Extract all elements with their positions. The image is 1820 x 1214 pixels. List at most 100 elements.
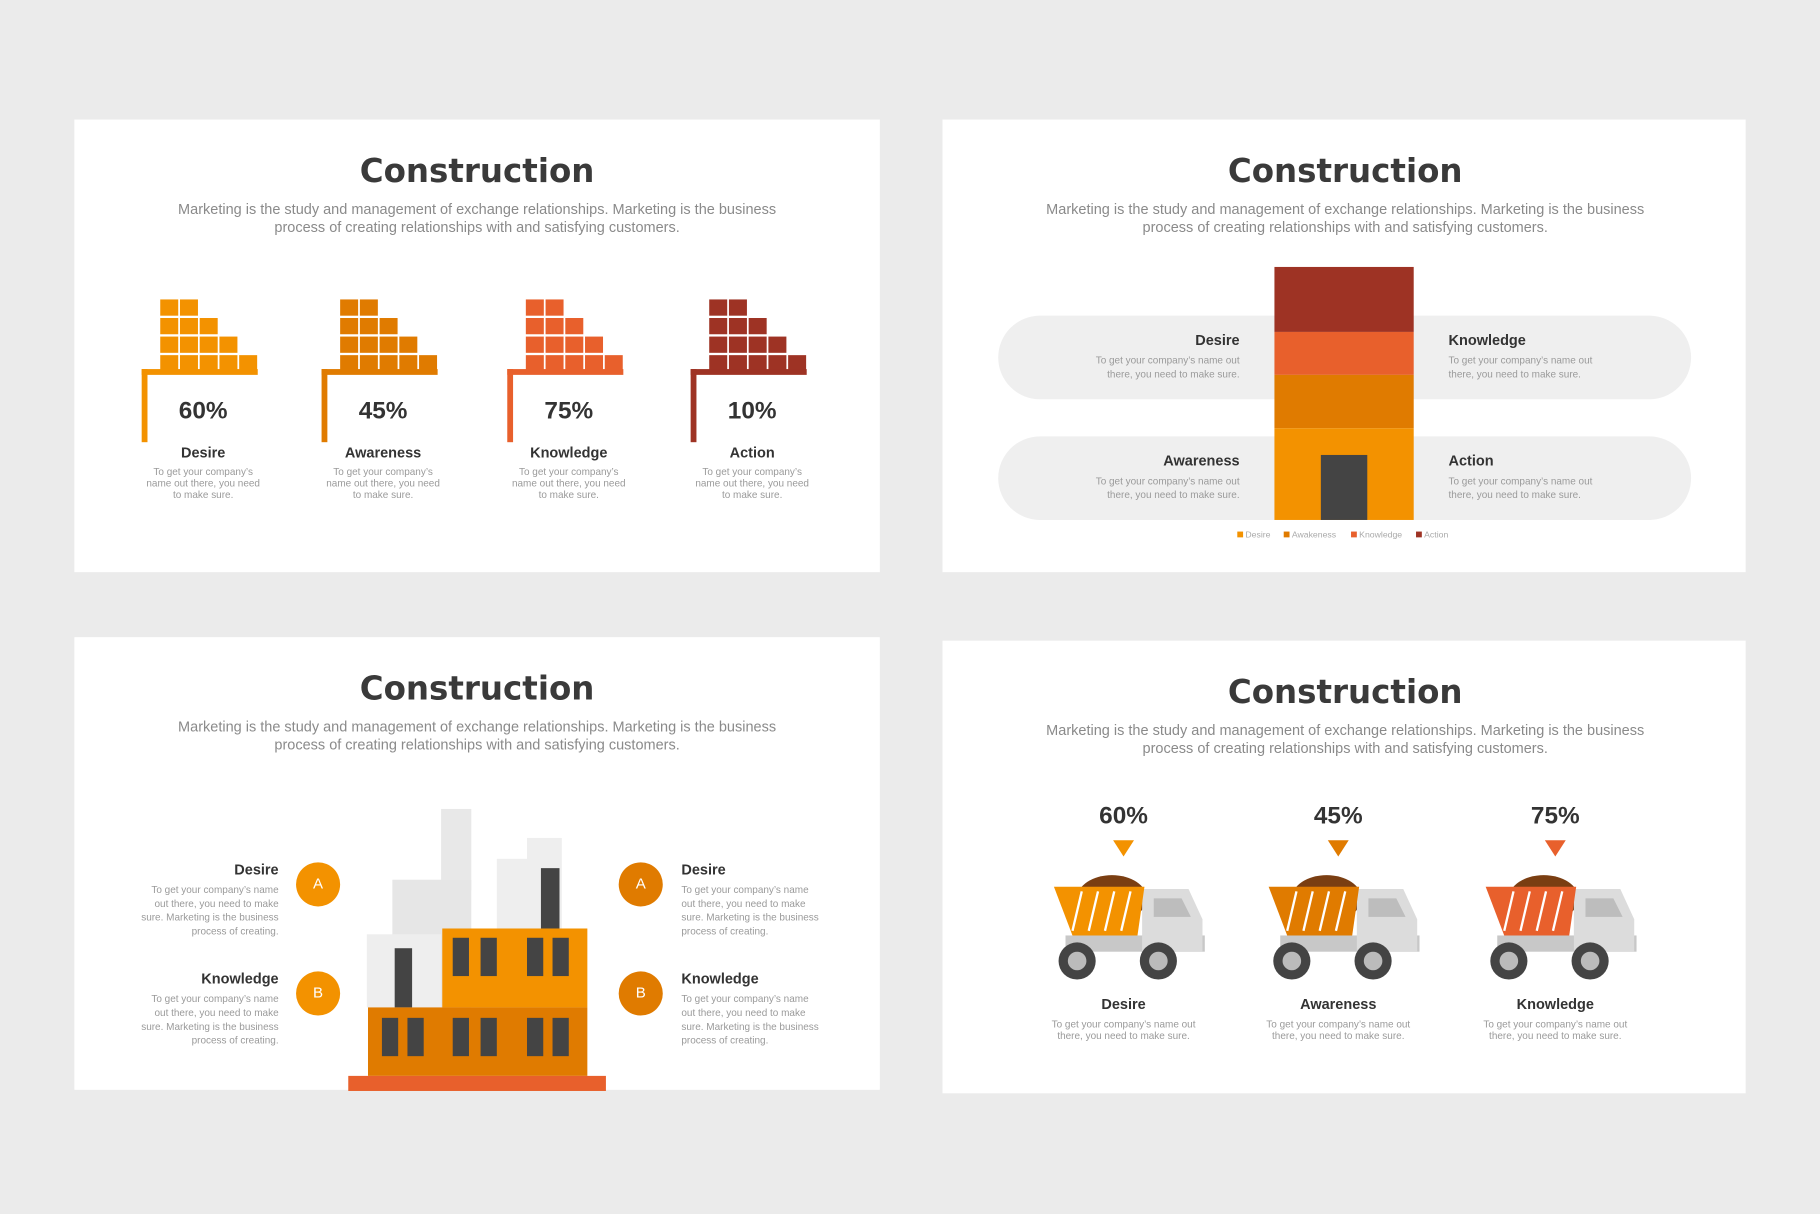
brick — [545, 299, 564, 316]
slide: Construction Marketing is the study and m… — [942, 640, 1746, 1094]
item-label: Knowledge — [201, 971, 278, 987]
building-part — [367, 1007, 588, 1076]
window — [381, 1017, 399, 1057]
window — [526, 1017, 544, 1057]
item-label: Desire — [234, 862, 278, 878]
body-text: To get your company’s name out — [1449, 476, 1593, 487]
brick — [399, 336, 418, 353]
brick — [545, 318, 564, 335]
brick — [525, 299, 544, 316]
brick — [565, 336, 584, 353]
body-text: To get your company’s name out — [1483, 1019, 1627, 1030]
brick — [359, 355, 378, 372]
legend-swatch — [1283, 531, 1290, 538]
shelf-post — [321, 369, 328, 443]
brick — [160, 318, 179, 335]
body-text: name out there, you need — [146, 479, 260, 490]
body-text: process of creating relationships with a… — [274, 738, 679, 754]
badge-letter: B — [636, 984, 646, 1001]
brick — [728, 318, 747, 335]
wheel-hub — [1363, 951, 1383, 971]
bin-stripe — [1071, 891, 1083, 932]
body-text: sure. Marketing is the business — [681, 1022, 818, 1033]
window — [526, 937, 544, 977]
brick — [160, 299, 179, 316]
body-text: process of creating. — [192, 927, 279, 938]
percent: 60% — [179, 397, 228, 424]
brick — [525, 318, 544, 335]
brick — [160, 355, 179, 372]
slide: Construction Marketing is the study and m… — [74, 119, 880, 573]
body-text: to make sure. — [539, 490, 599, 501]
brick — [748, 318, 767, 335]
shelf — [507, 369, 624, 375]
brick — [728, 336, 747, 353]
pointer — [1544, 840, 1566, 857]
brick — [359, 318, 378, 335]
badge-circle — [296, 971, 341, 1016]
bin-stripe — [1302, 891, 1314, 932]
slide-background — [942, 640, 1746, 1094]
body-text: out there, you need to make — [154, 899, 279, 910]
brick — [709, 355, 728, 372]
bin-stripe — [1087, 891, 1100, 932]
brick — [340, 336, 359, 353]
brick — [179, 336, 198, 353]
item-label: Awareness — [345, 446, 421, 462]
brick — [585, 355, 604, 372]
body-text: To get your company’s name out — [1449, 356, 1593, 367]
body-text: To get your company’s name out — [1096, 356, 1240, 367]
brick — [359, 299, 378, 316]
body-text: out there, you need to make — [154, 1008, 279, 1019]
badge-letter: A — [636, 875, 647, 892]
slide-title: Construction — [360, 670, 595, 708]
item-label: Desire — [681, 862, 725, 878]
body-text: To get your company’s name — [681, 885, 809, 896]
body-text: To get your company’s — [702, 467, 802, 478]
brick — [709, 299, 728, 316]
slide: Construction Marketing is the study and m… — [74, 637, 880, 1091]
item-label: Desire — [1101, 997, 1145, 1013]
body-text: to make sure. — [173, 490, 233, 501]
dump-bin — [1053, 886, 1145, 936]
cab-window — [1368, 898, 1406, 917]
bin-stripe — [1120, 891, 1132, 932]
body-text: there, you need to make sure. — [1272, 1031, 1404, 1042]
slide-title: Construction — [1228, 673, 1463, 711]
item-label: Knowledge — [530, 446, 607, 462]
body-text: To get your company’s — [333, 467, 433, 478]
brick — [748, 355, 767, 372]
brick — [399, 355, 418, 372]
bin-stripe — [1103, 891, 1116, 932]
pointer — [1113, 840, 1134, 857]
body-text: process of creating. — [681, 1036, 768, 1047]
body-text: To get your company’s — [153, 467, 253, 478]
brick — [788, 355, 807, 372]
body-text: Marketing is the study and management of… — [1046, 202, 1644, 218]
base — [348, 1075, 606, 1091]
wheel-hub — [1149, 951, 1168, 971]
bin-stripe — [1519, 891, 1531, 932]
body-text: to make sure. — [722, 490, 782, 501]
chimney — [394, 948, 413, 1008]
legend-swatch — [1237, 531, 1244, 538]
cab-window — [1153, 898, 1191, 917]
item-label: Desire — [181, 446, 225, 462]
body-text: process of creating relationships with a… — [1143, 220, 1548, 236]
brick — [728, 299, 747, 316]
wheel-hub — [1499, 951, 1519, 971]
legend-label: Desire — [1245, 529, 1270, 539]
body-text: process of creating. — [681, 927, 768, 938]
percent: 10% — [728, 397, 777, 424]
brick — [179, 355, 198, 372]
body-text: process of creating relationships with a… — [1143, 741, 1548, 757]
window — [480, 1017, 497, 1057]
brick — [379, 355, 398, 372]
body-text: there, you need to make sure. — [1107, 490, 1239, 501]
shelf — [321, 369, 438, 375]
bin-stripe — [1334, 891, 1347, 932]
brick — [545, 355, 564, 372]
item-label: Action — [730, 446, 775, 462]
badge-circle — [618, 862, 663, 907]
